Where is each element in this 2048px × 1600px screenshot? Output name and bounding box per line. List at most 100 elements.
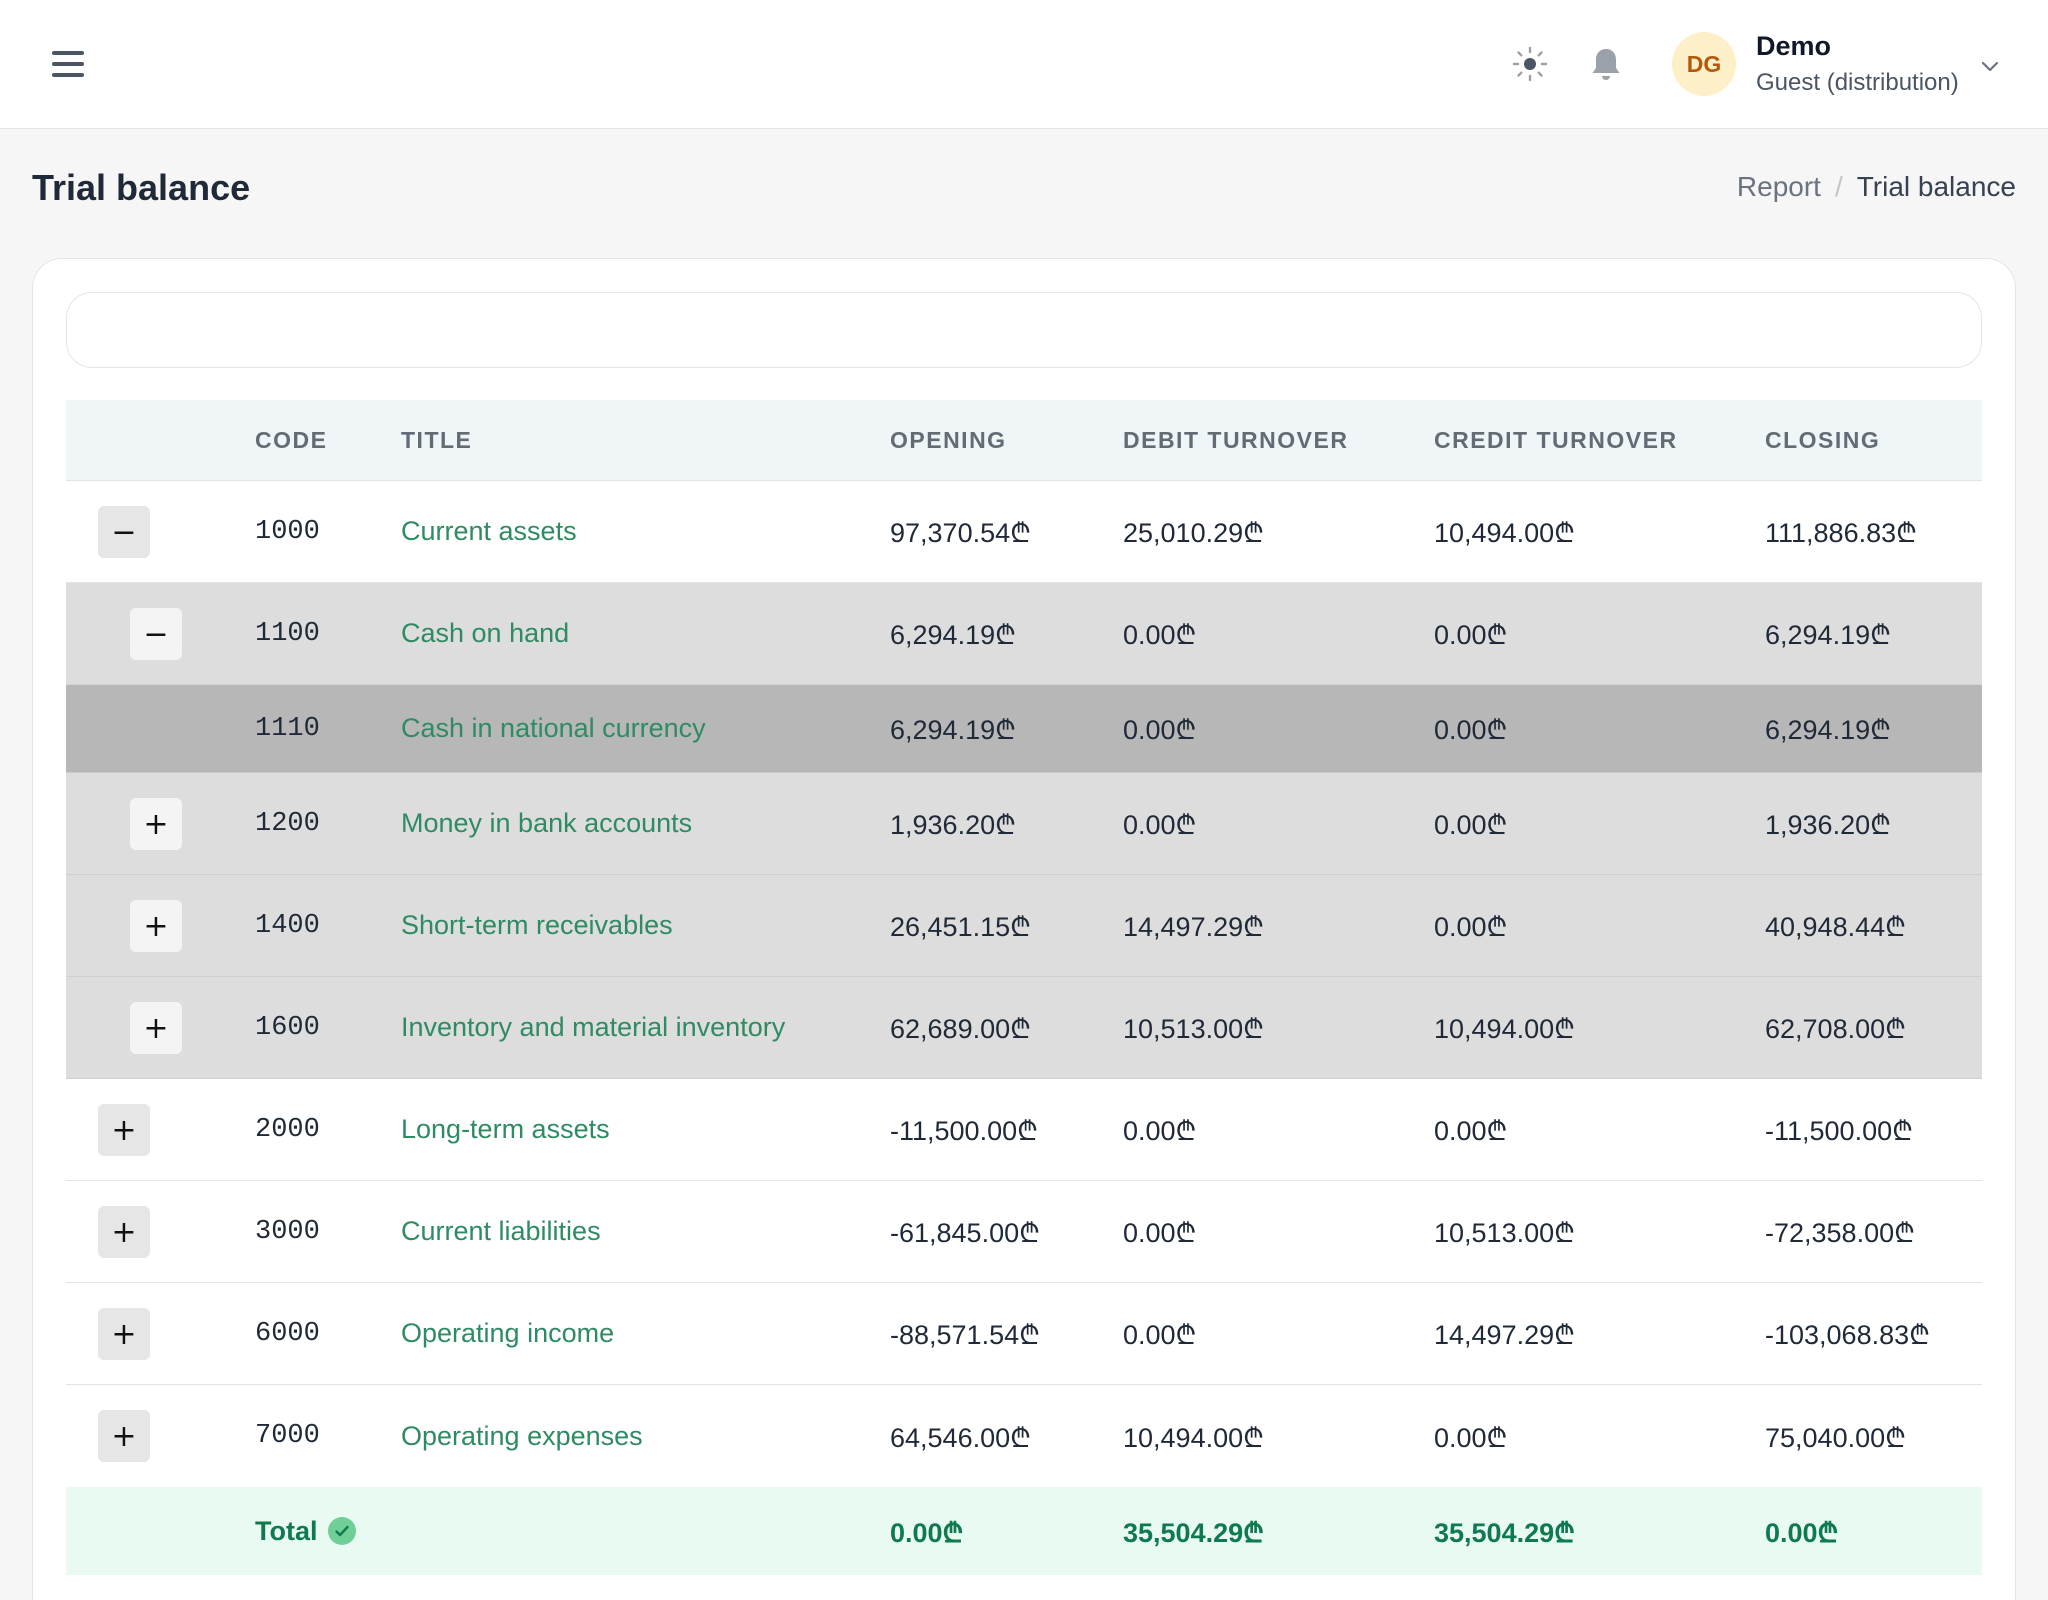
table-row[interactable]: + 3000 Current liabilities -61,845.00₾ 0…: [66, 1181, 1982, 1283]
expand-button[interactable]: +: [98, 1308, 150, 1360]
closing-value: -72,358.00₾: [1765, 1218, 1915, 1248]
closing-value: -103,068.83₾: [1765, 1320, 1930, 1350]
account-title-link[interactable]: Current assets: [401, 516, 577, 546]
closing-value: 75,040.00₾: [1765, 1422, 1906, 1453]
bell-icon[interactable]: [1588, 46, 1624, 84]
table-row[interactable]: + 1400 Short-term receivables 26,451.15₾…: [66, 875, 1982, 977]
expand-button[interactable]: +: [98, 1206, 150, 1258]
credit-turnover-value: 10,513.00₾: [1434, 1218, 1575, 1248]
opening-value: 62,689.00₾: [890, 1014, 1031, 1044]
column-header-debit-turnover[interactable]: DEBIT TURNOVER: [1123, 427, 1349, 453]
credit-turnover-value: 0.00₾: [1434, 1116, 1508, 1146]
column-header-credit-turnover[interactable]: CREDIT TURNOVER: [1434, 427, 1678, 453]
column-header-opening[interactable]: OPENING: [890, 427, 1007, 453]
user-role: Guest (distribution): [1756, 69, 1959, 96]
expand-button[interactable]: +: [130, 900, 182, 952]
opening-value: 64,546.00₾: [890, 1422, 1031, 1453]
top-bar: DG Demo Guest (distribution): [0, 0, 2048, 129]
account-code: 1100: [255, 618, 320, 649]
total-row: Total 0.00₾ 35,504.29₾ 35,504.29₾ 0.00₾: [66, 1487, 1982, 1575]
breadcrumb-report[interactable]: Report: [1736, 171, 1821, 202]
table-row[interactable]: + 1200 Money in bank accounts 1,936.20₾ …: [66, 773, 1982, 875]
opening-value: 1,936.20₾: [890, 810, 1016, 840]
account-title-link[interactable]: Cash on hand: [401, 618, 570, 648]
total-debit-turnover-value: 35,504.29₾: [1123, 1517, 1264, 1548]
credit-turnover-value: 0.00₾: [1434, 1422, 1508, 1453]
credit-turnover-value: 0.00₾: [1434, 620, 1508, 650]
sun-icon[interactable]: [1512, 46, 1548, 82]
account-title-link[interactable]: Inventory and material inventory: [401, 1012, 786, 1042]
account-title-link[interactable]: Cash in national currency: [401, 713, 706, 743]
opening-value: 6,294.19₾: [890, 620, 1016, 650]
account-title-link[interactable]: Money in bank accounts: [401, 808, 693, 838]
account-title-link[interactable]: Operating expenses: [401, 1420, 643, 1451]
breadcrumb: Report / Trial balance: [1737, 171, 2016, 203]
debit-turnover-value: 0.00₾: [1123, 1218, 1197, 1248]
column-header-closing[interactable]: CLOSING: [1765, 427, 1881, 453]
avatar[interactable]: DG: [1672, 32, 1736, 96]
total-closing-value: 0.00₾: [1765, 1517, 1839, 1548]
account-code: 3000: [255, 1216, 320, 1247]
account-code: 1600: [255, 1012, 320, 1043]
table-row[interactable]: + 1600 Inventory and material inventory …: [66, 977, 1982, 1079]
account-code: 1400: [255, 910, 320, 941]
account-code: 6000: [255, 1318, 320, 1349]
debit-turnover-value: 0.00₾: [1123, 715, 1197, 745]
closing-value: 62,708.00₾: [1765, 1014, 1906, 1044]
opening-value: 6,294.19₾: [890, 715, 1016, 745]
account-title-link[interactable]: Operating income: [401, 1318, 615, 1348]
total-credit-turnover-value: 35,504.29₾: [1434, 1517, 1575, 1548]
account-title-link[interactable]: Long-term assets: [401, 1114, 610, 1144]
closing-value: 1,936.20₾: [1765, 810, 1891, 840]
table-row[interactable]: − 1100 Cash on hand 6,294.19₾ 0.00₾ 0.00…: [66, 583, 1982, 685]
opening-value: -88,571.54₾: [890, 1320, 1040, 1350]
account-code: 1110: [255, 713, 320, 744]
table-row[interactable]: 1110 Cash in national currency 6,294.19₾…: [66, 685, 1982, 773]
table-row[interactable]: + 7000 Operating expenses 64,546.00₾ 10,…: [66, 1385, 1982, 1487]
opening-value: -11,500.00₾: [890, 1116, 1038, 1146]
hamburger-icon[interactable]: [52, 51, 84, 77]
breadcrumb-separator: /: [1834, 171, 1843, 202]
account-title-link[interactable]: Short-term receivables: [401, 910, 673, 940]
expand-button[interactable]: +: [98, 1410, 150, 1462]
account-title-link[interactable]: Current liabilities: [401, 1216, 601, 1246]
credit-turnover-value: 0.00₾: [1434, 912, 1508, 942]
account-code: 7000: [255, 1421, 320, 1451]
closing-value: 40,948.44₾: [1765, 912, 1906, 942]
expand-button[interactable]: +: [130, 1002, 182, 1054]
table-header: CODE TITLE OPENING DEBIT TURNOVER CREDIT…: [66, 400, 1982, 481]
debit-turnover-value: 0.00₾: [1123, 620, 1197, 650]
closing-value: 6,294.19₾: [1765, 715, 1891, 745]
table-row[interactable]: − 1000 Current assets 97,370.54₾ 25,010.…: [66, 481, 1982, 583]
total-opening-value: 0.00₾: [890, 1517, 964, 1548]
debit-turnover-value: 0.00₾: [1123, 810, 1197, 840]
column-header-title[interactable]: TITLE: [401, 427, 473, 453]
account-code: 1000: [255, 516, 320, 547]
collapse-button[interactable]: −: [98, 506, 150, 558]
debit-turnover-value: 0.00₾: [1123, 1116, 1197, 1146]
search-input[interactable]: [66, 292, 1982, 368]
expand-button[interactable]: +: [98, 1104, 150, 1156]
debit-turnover-value: 25,010.29₾: [1123, 518, 1264, 548]
closing-value: 6,294.19₾: [1765, 620, 1891, 650]
opening-value: 97,370.54₾: [890, 518, 1031, 548]
column-header-code[interactable]: CODE: [255, 427, 328, 453]
debit-turnover-value: 10,494.00₾: [1123, 1422, 1264, 1453]
total-label: Total: [255, 1515, 318, 1546]
chevron-down-icon[interactable]: [1978, 54, 2002, 78]
closing-value: -11,500.00₾: [1765, 1116, 1913, 1146]
debit-turnover-value: 10,513.00₾: [1123, 1014, 1264, 1044]
credit-turnover-value: 14,497.29₾: [1434, 1320, 1575, 1350]
closing-value: 111,886.83₾: [1765, 518, 1917, 548]
table-row[interactable]: + 2000 Long-term assets -11,500.00₾ 0.00…: [66, 1079, 1982, 1181]
table-row[interactable]: + 6000 Operating income -88,571.54₾ 0.00…: [66, 1283, 1982, 1385]
page-title: Trial balance: [32, 167, 251, 208]
user-name[interactable]: Demo: [1756, 31, 1832, 61]
collapse-button[interactable]: −: [130, 608, 182, 660]
credit-turnover-value: 0.00₾: [1434, 715, 1508, 745]
expand-button[interactable]: +: [130, 798, 182, 850]
account-code: 2000: [255, 1114, 320, 1145]
debit-turnover-value: 0.00₾: [1123, 1320, 1197, 1350]
credit-turnover-value: 10,494.00₾: [1434, 1014, 1575, 1044]
account-code: 1200: [255, 808, 320, 839]
